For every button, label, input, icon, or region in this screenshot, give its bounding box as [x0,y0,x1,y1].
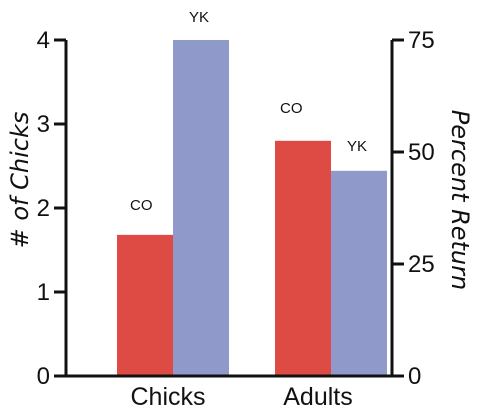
right-tick-label: 0 [408,363,421,390]
left-tick-label: 2 [37,195,50,222]
right-axis-title: Percent Return [446,110,474,290]
right-tick-label: 25 [408,251,435,278]
left-tick-label: 1 [37,279,50,306]
bar-label-yk-adults: YK [347,138,367,155]
axes [54,38,404,378]
category-label-chicks: Chicks [130,383,205,411]
bar-label-yk-chicks: YK [189,9,209,26]
bar-label-co-adults: CO [280,100,303,117]
right-tick-label: 50 [408,139,435,166]
bar-label-co-chicks: CO [130,197,153,214]
bar-co-chicks [117,234,173,376]
left-axis-title: # of Chicks [6,112,34,249]
left-tick-label: 4 [37,27,50,54]
plot-area [117,40,387,376]
labels: CO YK CO YK 0 1 2 3 4 0 25 50 75 Chicks Adults # of Chi… [6,9,474,411]
bar-co-adults [275,140,331,376]
left-tick-label: 3 [37,111,50,138]
bar-yk-chicks [173,40,229,376]
category-label-adults: Adults [283,383,352,411]
right-tick-label: 75 [408,27,435,54]
left-tick-label: 0 [37,363,50,390]
bar-yk-adults [331,170,387,376]
